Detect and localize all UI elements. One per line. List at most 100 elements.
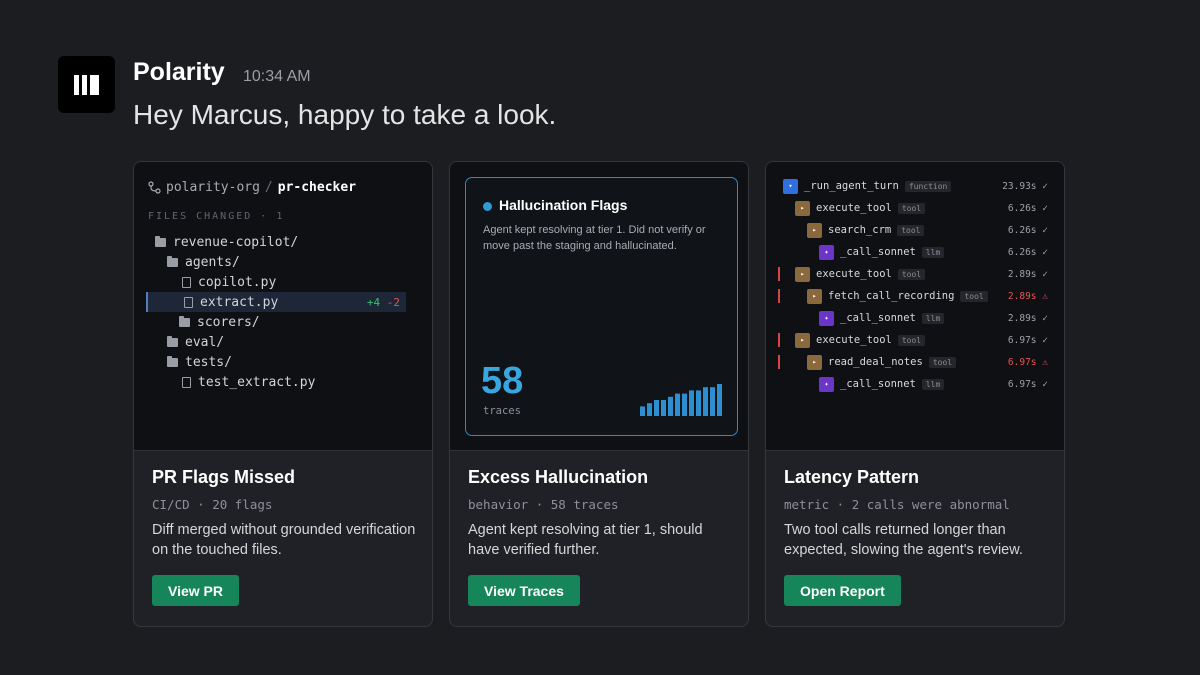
trace-row[interactable]: ▾ _run_agent_turn function 23.93s ✓ — [766, 175, 1064, 197]
chat-message: Hey Marcus, happy to take a look. — [133, 99, 557, 130]
sparkline-bar — [654, 400, 659, 416]
trace-row[interactable]: ▸ execute_tool tool 2.89s ✓ — [766, 263, 1064, 285]
trace-row[interactable]: ▸ search_crm tool 6.26s ✓ — [766, 219, 1064, 241]
folder-item[interactable]: agents/ — [146, 252, 406, 272]
file-item[interactable]: copilot.py — [146, 272, 406, 292]
card-meta: behavior · 58 traces — [468, 497, 619, 512]
anomaly-marker — [778, 289, 780, 303]
duration-value: 23.93s — [1002, 180, 1037, 192]
tree-item-label: test_extract.py — [198, 374, 316, 390]
trace-count-label: traces — [483, 405, 521, 417]
file-item[interactable]: extract.py +4 -2 — [146, 292, 406, 312]
card-hallucination: Hallucination Flags Agent kept resolving… — [449, 161, 749, 627]
tree-item-label: revenue-copilot/ — [173, 234, 299, 250]
folder-item[interactable]: scorers/ — [146, 312, 406, 332]
check-icon: ✓ — [1042, 312, 1048, 324]
span-duration: 23.93s ✓ — [1002, 181, 1048, 192]
file-icon — [182, 376, 191, 388]
trace-row[interactable]: ✦ _call_sonnet llm 6.26s ✓ — [766, 241, 1064, 263]
warning-icon: ⚠ — [1042, 356, 1048, 368]
app-logo — [58, 56, 115, 113]
span-type-tag: tool — [897, 224, 925, 236]
open-report-button[interactable]: Open Report — [784, 575, 901, 606]
check-icon: ✓ — [1042, 202, 1048, 214]
trace-preview: ▾ _run_agent_turn function 23.93s ✓ ▸ execute… — [766, 162, 1064, 451]
sparkline-bar — [640, 406, 645, 416]
span-duration: 6.26s ✓ — [1008, 225, 1048, 236]
repo-org: polarity-org — [166, 180, 260, 195]
branch-icon — [148, 181, 161, 194]
view-pr-button[interactable]: View PR — [152, 575, 239, 606]
trace-row[interactable]: ▸ fetch_call_recording tool 2.89s ⚠ — [766, 285, 1064, 307]
span-duration: 6.26s ✓ — [1008, 247, 1048, 258]
folder-item[interactable]: eval/ — [146, 332, 406, 352]
span-duration: 6.97s ✓ — [1008, 379, 1048, 390]
check-icon: ✓ — [1042, 378, 1048, 390]
duration-value: 2.89s — [1007, 290, 1037, 302]
span-type-tag: llm — [921, 246, 945, 258]
card-meta: CI/CD · 20 flags — [152, 497, 273, 512]
trace-row[interactable]: ▸ execute_tool tool 6.26s ✓ — [766, 197, 1064, 219]
span-name: _call_sonnet — [840, 312, 916, 324]
repo-separator: / — [264, 180, 273, 195]
sparkline-bar — [710, 387, 715, 416]
tree-item-label: copilot.py — [198, 274, 277, 290]
span-name: search_crm — [828, 224, 892, 236]
panel-title: Hallucination Flags — [499, 197, 628, 213]
card-latency: ▾ _run_agent_turn function 23.93s ✓ ▸ execute… — [765, 161, 1065, 627]
check-icon: ✓ — [1042, 224, 1048, 236]
trace-row[interactable]: ▸ read_deal_notes tool 6.97s ⚠ — [766, 351, 1064, 373]
pr-preview: polarity-org / pr-checker FILES CHANGED … — [134, 162, 432, 451]
trace-row[interactable]: ✦ _call_sonnet llm 6.97s ✓ — [766, 373, 1064, 395]
span-type-tag: llm — [921, 378, 945, 390]
sparkline-bar — [675, 393, 680, 416]
anomaly-marker — [778, 355, 780, 369]
repo-name: pr-checker — [277, 180, 357, 195]
span-type-tag: tool — [928, 356, 957, 368]
llm-badge-icon: ✦ — [819, 244, 834, 260]
span-name: fetch_call_recording — [828, 290, 955, 302]
tree-item-label: extract.py — [200, 294, 279, 310]
span-name: _call_sonnet — [840, 378, 916, 390]
span-type-tag: tool — [897, 268, 926, 280]
card-description: Agent kept resolving at tier 1, should h… — [468, 522, 703, 558]
span-name: read_deal_notes — [828, 356, 923, 368]
span-duration: 2.89s ✓ — [1008, 313, 1048, 324]
check-icon: ✓ — [1042, 180, 1048, 192]
app-name: Polarity — [133, 58, 225, 86]
folder-item[interactable]: tests/ — [146, 352, 406, 372]
files-changed-label: FILES CHANGED · 1 — [148, 211, 285, 222]
status-dot-icon — [483, 202, 492, 211]
span-name: _run_agent_turn — [804, 180, 899, 192]
span-type-tag: tool — [897, 334, 926, 346]
trace-row[interactable]: ▸ execute_tool tool 6.97s ✓ — [766, 329, 1064, 351]
duration-value: 6.26s — [1007, 246, 1037, 258]
folder-icon — [155, 235, 166, 247]
tree-item-label: scorers/ — [197, 314, 260, 330]
sparkline-bar — [703, 387, 708, 416]
check-icon: ✓ — [1042, 334, 1048, 346]
repo-path: polarity-org / pr-checker — [148, 180, 356, 195]
trace-row[interactable]: ✦ _call_sonnet llm 2.89s ✓ — [766, 307, 1064, 329]
file-icon — [184, 296, 193, 308]
view-traces-button[interactable]: View Traces — [468, 575, 580, 606]
duration-value: 2.89s — [1007, 268, 1037, 280]
duration-value: 2.89s — [1007, 312, 1037, 324]
span-name: _call_sonnet — [840, 246, 916, 258]
file-item[interactable]: test_extract.py — [146, 372, 406, 392]
folder-icon — [179, 315, 190, 327]
folder-item[interactable]: revenue-copilot/ — [146, 232, 406, 252]
llm-badge-icon: ✦ — [819, 310, 834, 326]
anomaly-marker — [778, 333, 780, 347]
sparkline-bar — [696, 390, 701, 416]
hallucination-flags-panel: Hallucination Flags Agent kept resolving… — [465, 177, 738, 436]
tool-badge-icon: ▸ — [795, 200, 810, 216]
diff-stats: +4 -2 — [367, 296, 400, 309]
span-duration: 2.89s ⚠ — [1008, 291, 1048, 302]
lines-removed: -2 — [386, 295, 400, 309]
sparkline-bar — [717, 384, 722, 416]
tool-badge-icon: ▸ — [795, 266, 810, 282]
sparkline-bar — [682, 393, 687, 416]
llm-badge-icon: ✦ — [819, 376, 834, 392]
sparkline-bar — [647, 403, 652, 416]
